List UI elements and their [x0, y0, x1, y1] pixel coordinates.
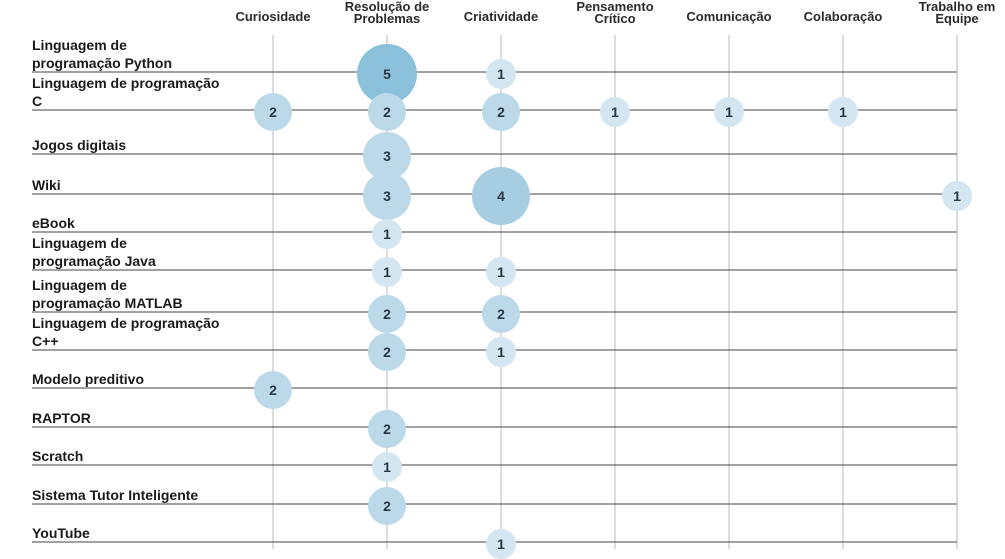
bubble-value-label: 1 [497, 536, 505, 552]
bubble-wiki-trabalho-em-equipe: 1 [942, 181, 972, 211]
bubble-linguagem-de-programacao-c-curiosidade: 2 [254, 93, 292, 131]
bubble-ebook-resolucao-de-problemas: 1 [372, 219, 402, 249]
bubble-value-label: 3 [383, 148, 391, 164]
bubble-circle [357, 44, 417, 104]
bubble-circle [372, 219, 402, 249]
bubble-linguagem-de-programacao-c-comunicacao: 1 [714, 97, 744, 127]
bubble-value-label: 1 [383, 459, 391, 475]
row-labels: Linguagem de programação Python Linguagem … [32, 37, 219, 541]
column-header-comunicacao: Comunicação [686, 9, 771, 24]
bubble-value-label: 1 [839, 104, 847, 120]
column-header-criatividade: Criatividade [464, 9, 538, 24]
bubble-modelo-preditivo-curiosidade: 2 [254, 371, 292, 409]
row-label-linguagem-de-programacao-java: Linguagem de programação Java [32, 235, 156, 269]
bubble-wiki-resolucao-de-problemas: 3 [363, 172, 411, 220]
bubble-value-label: 1 [953, 188, 961, 204]
row-label-scratch: Scratch [32, 448, 83, 464]
column-header-trabalho-em-equipe: Trabalho em Equipe [919, 0, 996, 26]
bubble-value-label: 1 [383, 264, 391, 280]
bubble-scratch-resolucao-de-problemas: 1 [372, 452, 402, 482]
bubble-value-label: 2 [383, 421, 391, 437]
bubbles: 5 1 2 2 2 1 1 1 3 3 4 1 1 1 1 2 2 2 1 2 2 1 2 1 [254, 44, 972, 559]
bubble-circle [486, 337, 516, 367]
row-label-sistema-tutor-inteligente: Sistema Tutor Inteligente [32, 487, 198, 503]
bubble-circle [482, 93, 520, 131]
bubble-value-label: 2 [383, 498, 391, 514]
bubble-linguagem-de-programacao-java-resolucao-de-problemas: 1 [372, 257, 402, 287]
bubble-linguagem-de-programacao-c-pensamento-critico: 1 [600, 97, 630, 127]
bubble-value-label: 4 [497, 188, 505, 204]
bubble-jogos-digitais-resolucao-de-problemas: 3 [363, 132, 411, 180]
bubble-wiki-criatividade: 4 [472, 167, 530, 225]
row-label-linguagem-de-programacao-python: Linguagem de programação Python [32, 37, 172, 71]
row-label-linguagem-de-programacao-c: Linguagem de programação C [32, 75, 219, 109]
bubble-circle [368, 487, 406, 525]
row-label-linguagem-de-programacao-c: Linguagem de programação C++ [32, 315, 219, 349]
bubble-value-label: 2 [497, 104, 505, 120]
column-header-pensamento-critico: Pensamento Crítico [576, 0, 653, 26]
bubble-circle [600, 97, 630, 127]
bubble-circle [368, 410, 406, 448]
bubble-linguagem-de-programacao-python-criatividade: 1 [486, 59, 516, 89]
bubble-circle [486, 257, 516, 287]
bubble-linguagem-de-programacao-c-criatividade: 1 [486, 337, 516, 367]
bubble-circle [486, 529, 516, 559]
bubble-linguagem-de-programacao-c-resolucao-de-problemas: 2 [368, 333, 406, 371]
bubble-circle [482, 295, 520, 333]
bubble-linguagem-de-programacao-java-criatividade: 1 [486, 257, 516, 287]
bubble-circle [472, 167, 530, 225]
bubble-linguagem-de-programacao-matlab-resolucao-de-problemas: 2 [368, 295, 406, 333]
bubble-circle [368, 295, 406, 333]
bubble-value-label: 1 [497, 264, 505, 280]
bubble-circle [714, 97, 744, 127]
row-label-raptor: RAPTOR [32, 410, 91, 426]
bubble-circle [363, 172, 411, 220]
bubble-value-label: 1 [497, 344, 505, 360]
bubble-circle [254, 371, 292, 409]
column-header-colaboracao: Colaboração [804, 9, 883, 24]
bubble-circle [368, 93, 406, 131]
row-label-linguagem-de-programacao-matlab: Linguagem de programação MATLAB [32, 277, 183, 311]
bubble-value-label: 1 [383, 226, 391, 242]
bubble-value-label: 1 [497, 66, 505, 82]
row-label-youtube: YouTube [32, 525, 90, 541]
column-headers: Curiosidade Resolução de Problemas Criativi… [235, 0, 995, 26]
bubble-youtube-criatividade: 1 [486, 529, 516, 559]
bubble-linguagem-de-programacao-c-criatividade: 2 [482, 93, 520, 131]
bubble-linguagem-de-programacao-c-colaboracao: 1 [828, 97, 858, 127]
bubble-linguagem-de-programacao-c-resolucao-de-problemas: 2 [368, 93, 406, 131]
row-label-modelo-preditivo: Modelo preditivo [32, 371, 144, 387]
bubble-circle [368, 333, 406, 371]
bubble-circle [828, 97, 858, 127]
bubble-value-label: 2 [383, 104, 391, 120]
row-label-ebook: eBook [32, 215, 75, 231]
bubble-circle [372, 257, 402, 287]
bubble-value-label: 1 [725, 104, 733, 120]
column-header-curiosidade: Curiosidade [235, 9, 310, 24]
row-label-jogos-digitais: Jogos digitais [32, 137, 126, 153]
bubble-value-label: 2 [269, 104, 277, 120]
bubble-linguagem-de-programacao-matlab-criatividade: 2 [482, 295, 520, 333]
bubble-value-label: 2 [383, 344, 391, 360]
bubble-circle [363, 132, 411, 180]
column-header-resolucao-de-problemas: Resolução de Problemas [345, 0, 430, 26]
bubble-value-label: 1 [611, 104, 619, 120]
bubble-value-label: 2 [497, 306, 505, 322]
bubble-circle [486, 59, 516, 89]
row-label-wiki: Wiki [32, 177, 61, 193]
bubble-value-label: 5 [383, 66, 391, 82]
bubble-circle [942, 181, 972, 211]
bubble-linguagem-de-programacao-python-resolucao-de-problemas: 5 [357, 44, 417, 104]
bubble-raptor-resolucao-de-problemas: 2 [368, 410, 406, 448]
bubble-circle [254, 93, 292, 131]
bubble-circle [372, 452, 402, 482]
bubble-sistema-tutor-inteligente-resolucao-de-problemas: 2 [368, 487, 406, 525]
bubble-value-label: 2 [383, 306, 391, 322]
bubble-value-label: 2 [269, 382, 277, 398]
bubble-value-label: 3 [383, 188, 391, 204]
